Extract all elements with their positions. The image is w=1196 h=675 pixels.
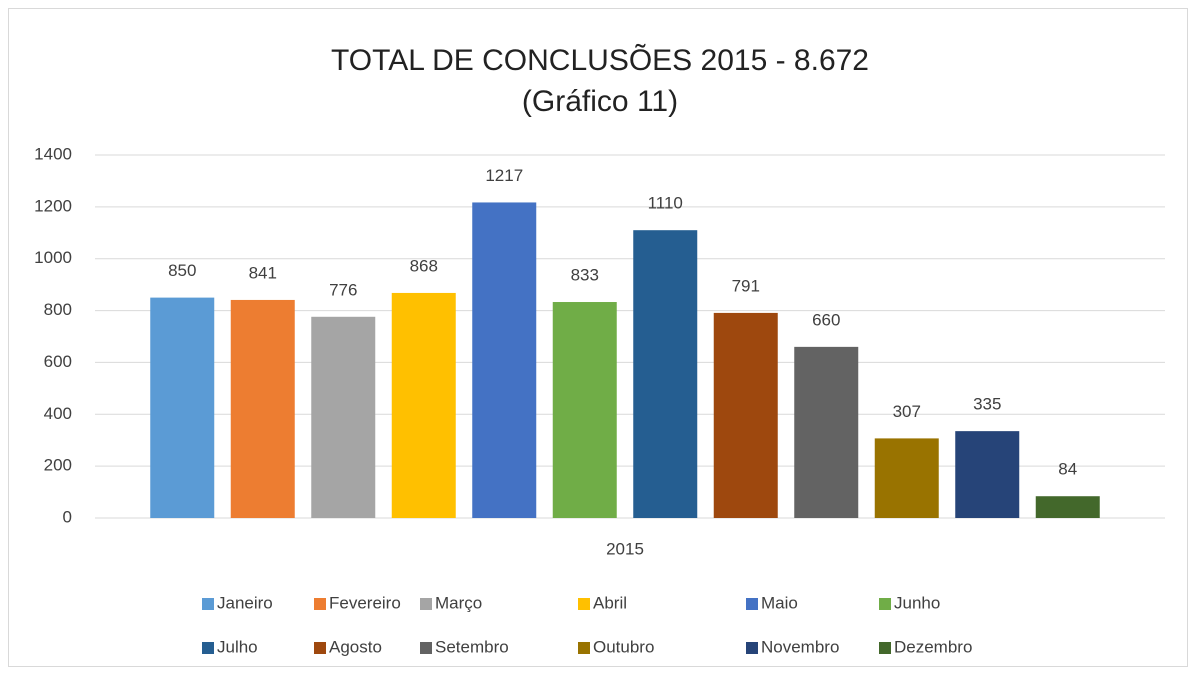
y-tick-label: 1400 [34, 144, 72, 163]
bar [1035, 496, 1100, 518]
y-tick-label: 1000 [34, 248, 72, 267]
legend-swatch [746, 598, 758, 610]
legend-label: Dezembro [894, 637, 972, 656]
data-label: 84 [1058, 460, 1077, 479]
data-label: 1110 [648, 194, 683, 213]
data-label: 660 [812, 310, 840, 329]
y-tick-label: 400 [44, 404, 72, 423]
legend-label: Julho [217, 637, 258, 656]
bar [472, 202, 537, 518]
data-label: 850 [168, 261, 196, 280]
legend-swatch [202, 598, 214, 610]
legend-swatch [578, 598, 590, 610]
legend-label: Junho [894, 593, 940, 612]
chart-title: TOTAL DE CONCLUSÕES 2015 - 8.672 [331, 43, 869, 77]
bar [874, 438, 939, 518]
legend-label: Novembro [761, 637, 839, 656]
bar [150, 297, 215, 518]
bar [391, 292, 456, 518]
data-label: 868 [410, 256, 438, 275]
bar [794, 346, 859, 518]
data-label: 1217 [485, 166, 523, 185]
legend-swatch [420, 642, 432, 654]
y-tick-label: 600 [44, 352, 72, 371]
bar [955, 431, 1020, 518]
legend-label: Março [435, 593, 482, 612]
bar [633, 230, 698, 518]
bar [552, 302, 617, 518]
data-label: 841 [249, 263, 277, 282]
legend-label: Outubro [593, 637, 654, 656]
y-tick-label: 200 [44, 456, 72, 475]
data-label: 791 [732, 276, 760, 295]
legend-swatch [314, 642, 326, 654]
legend-swatch [578, 642, 590, 654]
legend-swatch [879, 642, 891, 654]
legend-swatch [746, 642, 758, 654]
legend-label: Janeiro [217, 593, 273, 612]
legend-swatch [420, 598, 432, 610]
bar [713, 312, 778, 518]
legend-label: Maio [761, 593, 798, 612]
bar [230, 299, 295, 518]
y-tick-label: 800 [44, 300, 72, 319]
legend-label: Agosto [329, 637, 382, 656]
chart-subtitle: (Gráfico 11) [522, 85, 678, 118]
y-tick-label: 1200 [34, 196, 72, 215]
x-tick-label: 2015 [606, 539, 644, 558]
legend-swatch [879, 598, 891, 610]
data-label: 335 [973, 395, 1001, 414]
data-label: 307 [893, 402, 921, 421]
legend-label: Setembro [435, 637, 509, 656]
legend-swatch [202, 642, 214, 654]
y-tick-label: 0 [63, 507, 72, 526]
data-label: 833 [571, 265, 599, 284]
legend-label: Abril [593, 593, 627, 612]
bar [311, 316, 376, 518]
legend-label: Fevereiro [329, 593, 401, 612]
legend-swatch [314, 598, 326, 610]
data-label: 776 [329, 280, 357, 299]
